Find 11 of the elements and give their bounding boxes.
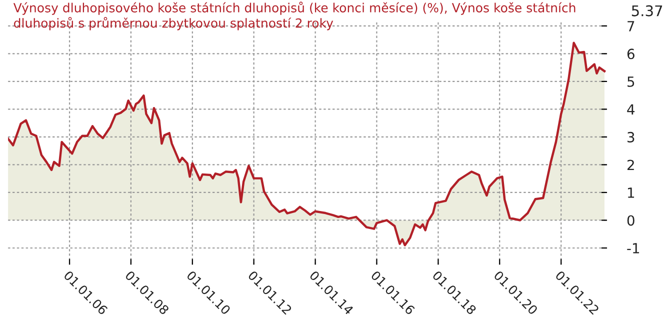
y-tick-label: 5	[628, 76, 634, 87]
text: 5.37	[632, 5, 662, 16]
y-tick-label: 0	[627, 215, 634, 226]
y-tick-label: 6	[627, 48, 634, 60]
y-tick-label: 2	[627, 160, 634, 170]
y-tick-label: 1	[628, 188, 634, 198]
y-tick-label: 4	[627, 104, 635, 114]
y-tick-label: 7	[628, 21, 634, 32]
chart-title: Výnosy dluhopisového koše státních dluhopisů (ke konci měsíce) (%), Výnos koše státních dluhopisů s průměrnou zbytkovou splatností 2 roky	[13, 2, 576, 30]
y-tick-label: -1	[627, 243, 640, 254]
y-tick-label: 3	[628, 132, 634, 142]
